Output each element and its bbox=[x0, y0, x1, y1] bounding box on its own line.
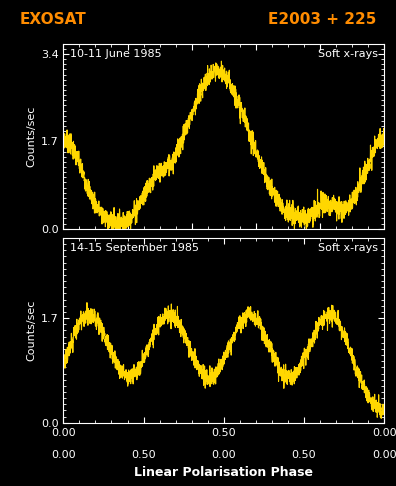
Y-axis label: Counts/sec: Counts/sec bbox=[27, 300, 36, 361]
Text: Linear Polarisation Phase: Linear Polarisation Phase bbox=[134, 466, 313, 479]
Text: E2003 + 225: E2003 + 225 bbox=[268, 12, 376, 27]
Text: 14-15 September 1985: 14-15 September 1985 bbox=[70, 243, 199, 254]
Text: EXOSAT: EXOSAT bbox=[20, 12, 87, 27]
Text: Soft x-rays: Soft x-rays bbox=[318, 243, 378, 254]
Text: 10-11 June 1985: 10-11 June 1985 bbox=[70, 49, 162, 59]
Y-axis label: Counts/sec: Counts/sec bbox=[27, 105, 36, 167]
Text: Soft x-rays: Soft x-rays bbox=[318, 49, 378, 59]
